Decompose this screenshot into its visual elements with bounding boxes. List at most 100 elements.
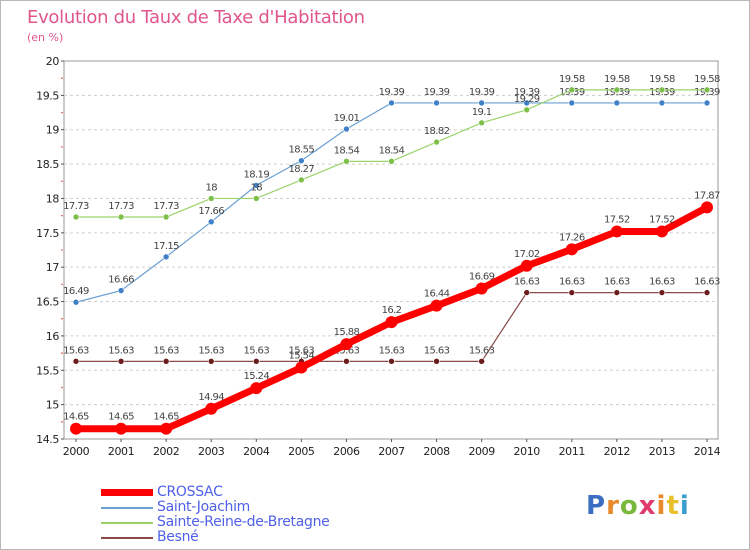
data-point [162,213,170,221]
data-point [343,158,350,165]
legend-item: Sainte-Reine-de-Bretagne [101,514,401,530]
y-tick-label: 20 [46,55,60,68]
data-label: 15.63 [379,345,405,356]
data-point [250,382,263,395]
data-label: 16.44 [424,289,450,300]
y-minor-tick [61,249,63,251]
data-point [568,86,576,94]
data-label: 15.24 [243,371,269,382]
y-minor-tick [61,421,63,423]
data-point [478,119,485,127]
legend-item: CROSSAC [101,484,401,500]
data-point [295,361,308,374]
data-label: 15.63 [334,345,360,356]
data-label: 17.52 [649,214,675,225]
data-point [117,358,125,365]
logo-letter: t [666,491,680,521]
x-tick-label: 2010 [514,445,541,458]
x-tick-label: 2011 [559,445,585,458]
data-label: 16.66 [108,275,134,286]
data-label: 15.63 [198,345,224,356]
y-minor-tick [61,77,63,79]
data-point [475,282,488,295]
legend-item: Saint-Joachim [101,499,401,515]
data-label: 19.39 [469,87,495,98]
proxiti-logo: Proxiti [586,491,690,521]
data-label: 16.63 [559,277,585,288]
data-label: 18.55 [289,145,315,156]
y-tick-label: 18.5 [36,158,59,171]
data-point [298,176,305,184]
data-point [658,99,666,107]
data-label: 17.87 [694,190,720,201]
data-label: 14.65 [153,412,179,423]
data-point [252,358,260,365]
y-tick-label: 15.5 [36,364,59,377]
data-point [252,195,260,202]
data-point [160,422,173,435]
data-point [207,358,215,365]
data-label: 16.63 [694,277,720,288]
x-tick-label: 2012 [604,445,630,458]
data-point [703,289,711,296]
data-point [162,253,170,261]
y-minor-tick [61,352,63,354]
data-point [523,289,531,296]
data-label: 19.58 [649,74,675,85]
data-point [117,213,125,221]
data-label: 19.39 [424,87,450,98]
legend-swatch [101,507,153,509]
x-tick-label: 2004 [243,445,270,458]
legend-label: Sainte-Reine-de-Bretagne [157,514,330,530]
y-tick-label: 14.5 [36,433,59,446]
data-point [478,358,485,365]
data-point [205,402,218,415]
legend-label: Saint-Joachim [157,499,251,515]
data-label: 19.1 [472,107,492,118]
data-label: 17.73 [108,201,134,212]
data-point [385,316,398,329]
data-point [433,138,440,146]
y-tick-label: 17 [46,261,60,274]
data-point [523,106,531,114]
logo-letter: r [606,491,620,521]
data-label: 16.63 [514,277,540,288]
data-point [568,289,576,296]
data-point [701,201,713,214]
data-point [610,225,623,238]
legend-item: Besné [101,529,401,545]
y-tick-label: 16 [46,330,60,343]
data-point [568,99,576,107]
y-tick-label: 19.5 [36,89,59,102]
data-label: 15.63 [469,345,495,356]
data-point [520,259,533,272]
data-label: 16.63 [604,277,630,288]
data-label: 14.65 [108,412,134,423]
data-point [207,218,215,226]
data-label: 17.73 [153,201,179,212]
data-point [115,422,128,435]
data-label: 19.01 [334,113,360,124]
data-point [433,99,440,107]
logo-letter: P [586,491,607,521]
x-tick-label: 2003 [198,445,225,458]
data-point [162,358,170,365]
legend-swatch [101,522,153,524]
x-tick-label: 2008 [423,445,450,458]
data-point [565,243,578,256]
data-point [430,299,443,312]
y-minor-tick [61,180,63,183]
data-point [433,358,440,365]
data-point [613,99,621,107]
data-label: 19.29 [514,94,540,105]
y-minor-tick [61,283,63,286]
data-point [478,99,485,107]
data-point [703,99,711,107]
data-label: 14.65 [63,412,89,423]
y-tick-label: 18 [46,192,60,205]
x-tick-label: 2005 [288,445,315,458]
data-label: 19.39 [514,87,540,98]
data-label: 18.82 [424,126,450,137]
